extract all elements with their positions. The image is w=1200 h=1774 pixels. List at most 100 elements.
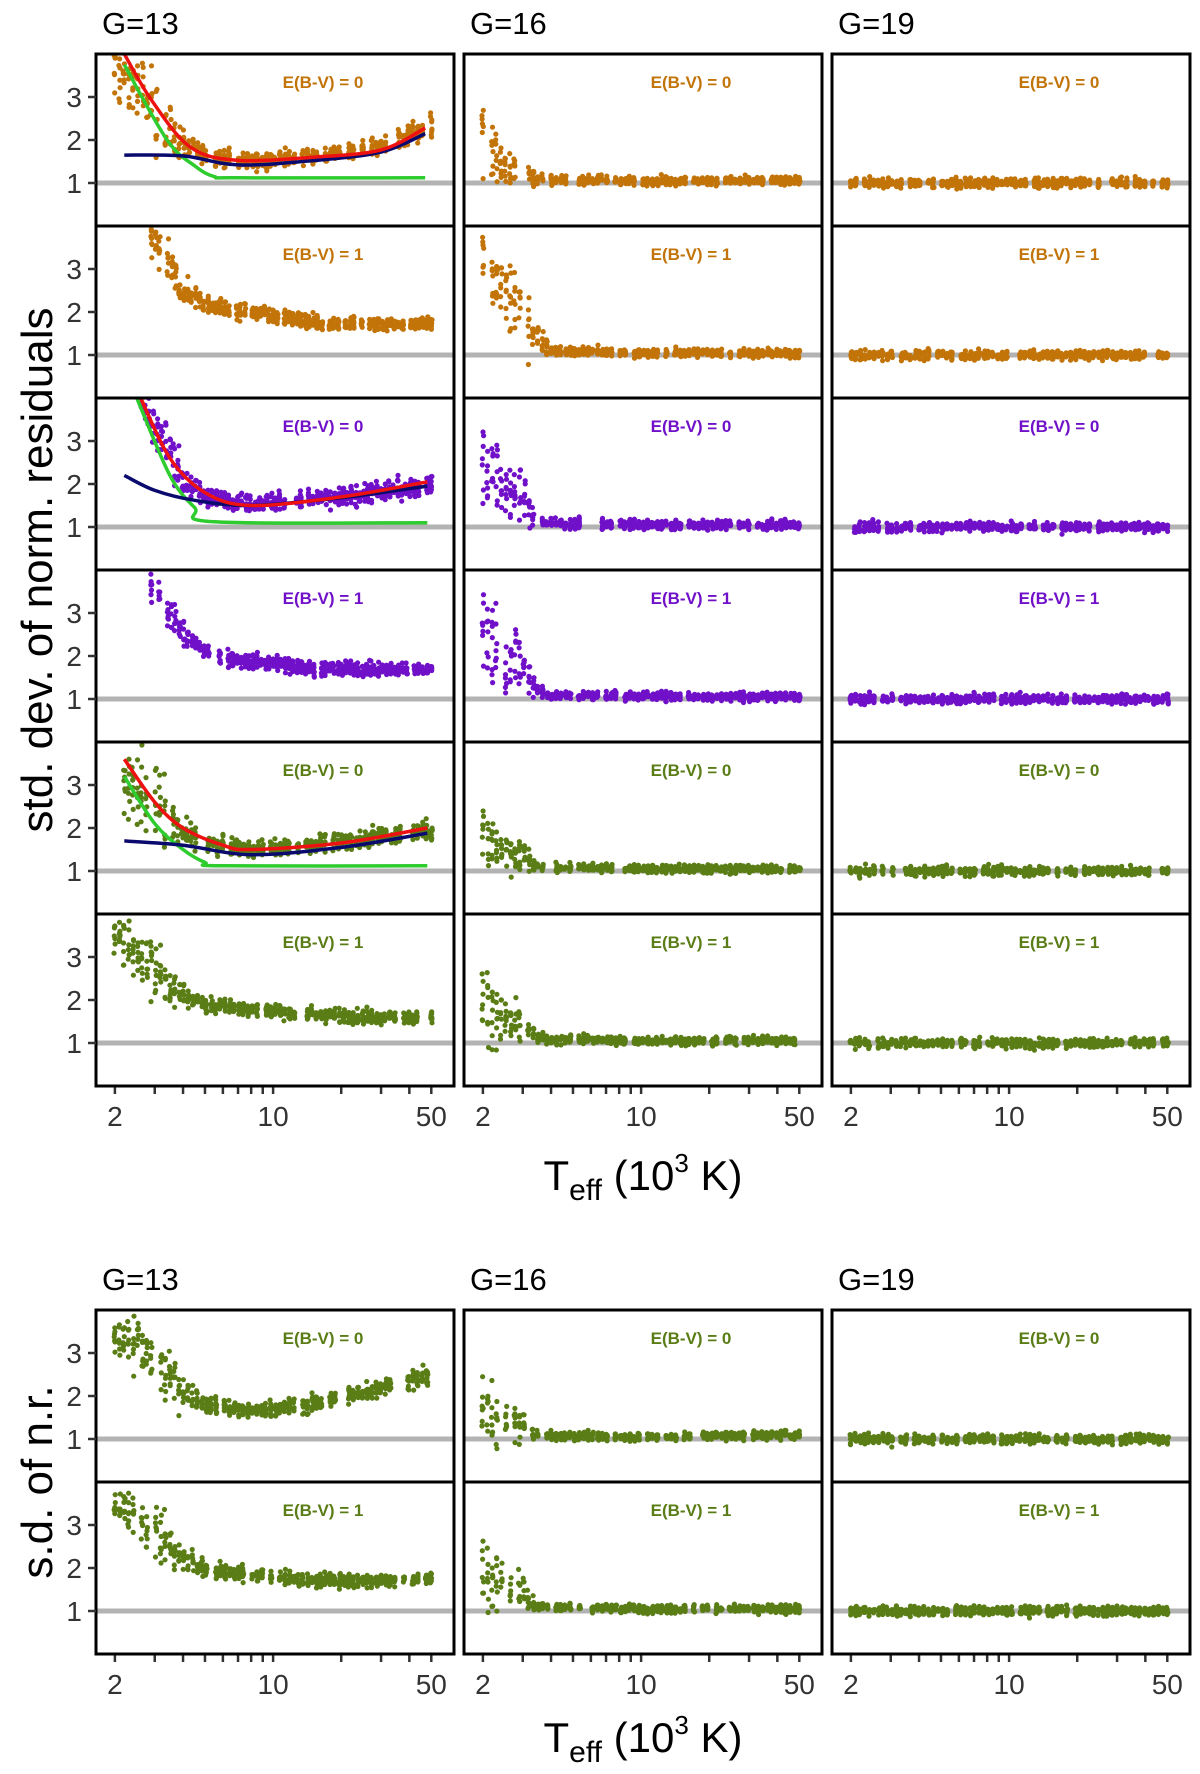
data-point bbox=[976, 346, 982, 352]
data-point bbox=[379, 320, 385, 326]
data-point bbox=[1013, 180, 1019, 187]
data-point bbox=[395, 132, 402, 138]
data-point bbox=[386, 478, 392, 484]
data-point bbox=[480, 239, 486, 245]
data-point bbox=[604, 173, 610, 179]
data-point bbox=[571, 349, 578, 355]
data-point bbox=[208, 487, 215, 493]
data-point bbox=[530, 522, 536, 528]
data-point bbox=[544, 337, 550, 343]
data-point bbox=[572, 517, 578, 523]
data-point bbox=[367, 326, 373, 332]
data-point bbox=[631, 521, 637, 528]
data-point bbox=[1067, 357, 1074, 363]
x-tick-label: 2 bbox=[843, 1669, 859, 1700]
data-point bbox=[967, 178, 973, 184]
data-point bbox=[527, 664, 533, 670]
data-point bbox=[630, 176, 636, 182]
data-point bbox=[769, 351, 775, 357]
data-point bbox=[497, 160, 503, 167]
data-point bbox=[1137, 181, 1143, 187]
data-point bbox=[585, 178, 591, 184]
data-point bbox=[529, 341, 536, 347]
data-point bbox=[300, 163, 306, 169]
data-point bbox=[525, 323, 531, 329]
data-point bbox=[270, 315, 276, 321]
data-point bbox=[480, 600, 487, 606]
data-point bbox=[925, 356, 931, 362]
data-point bbox=[772, 522, 778, 528]
data-point bbox=[723, 527, 729, 533]
data-point bbox=[502, 672, 509, 678]
data-point bbox=[173, 620, 179, 626]
data-point bbox=[787, 521, 793, 527]
data-point bbox=[507, 514, 513, 521]
data-point bbox=[516, 639, 522, 646]
data-point bbox=[599, 517, 606, 523]
data-point bbox=[549, 179, 555, 186]
y-tick-label: 1 bbox=[66, 512, 82, 543]
data-point bbox=[479, 113, 485, 119]
data-point bbox=[498, 304, 504, 310]
data-point bbox=[419, 315, 425, 321]
data-point bbox=[176, 289, 182, 295]
data-point bbox=[149, 91, 155, 97]
ebv-label: E(B-V) = 0 bbox=[1019, 73, 1100, 92]
data-point bbox=[494, 641, 500, 647]
data-point bbox=[412, 321, 418, 328]
data-point bbox=[502, 173, 508, 179]
data-point bbox=[769, 516, 775, 522]
data-point bbox=[180, 619, 187, 626]
data-point bbox=[244, 151, 251, 157]
data-point bbox=[521, 658, 527, 664]
data-point bbox=[511, 298, 517, 304]
data-point bbox=[695, 523, 701, 530]
data-point bbox=[644, 183, 650, 189]
data-point bbox=[348, 500, 354, 506]
data-point bbox=[375, 320, 382, 326]
data-point bbox=[917, 178, 923, 185]
scatter-points bbox=[148, 571, 435, 680]
data-point bbox=[156, 246, 162, 252]
data-point bbox=[563, 523, 569, 529]
data-point bbox=[368, 497, 375, 503]
data-point bbox=[1045, 355, 1051, 361]
data-point bbox=[134, 63, 141, 69]
data-point bbox=[165, 236, 172, 242]
data-point bbox=[1035, 182, 1041, 188]
data-point bbox=[255, 506, 261, 512]
data-point bbox=[603, 350, 609, 356]
data-point bbox=[507, 151, 513, 157]
data-point bbox=[367, 671, 373, 677]
data-point bbox=[359, 322, 365, 329]
data-point bbox=[395, 672, 401, 678]
data-point bbox=[226, 151, 232, 157]
data-point bbox=[493, 600, 499, 606]
data-point bbox=[245, 657, 251, 663]
data-point bbox=[557, 351, 563, 357]
data-point bbox=[535, 174, 541, 180]
data-point bbox=[548, 346, 554, 352]
y-tick-label: 1 bbox=[66, 340, 82, 371]
data-point bbox=[876, 183, 882, 189]
data-point bbox=[225, 664, 231, 671]
data-point bbox=[338, 661, 344, 668]
strip-label-g-16: G=16 bbox=[470, 6, 547, 41]
data-point bbox=[493, 621, 499, 627]
data-point bbox=[539, 336, 545, 342]
data-point bbox=[507, 467, 513, 473]
data-point bbox=[737, 179, 744, 185]
data-point bbox=[916, 348, 923, 354]
data-point bbox=[416, 492, 422, 499]
data-point bbox=[250, 663, 256, 669]
data-point bbox=[299, 318, 305, 324]
data-point bbox=[511, 472, 517, 478]
data-point bbox=[861, 179, 867, 185]
data-point bbox=[428, 110, 434, 116]
data-point bbox=[484, 650, 490, 656]
data-point bbox=[508, 647, 514, 653]
data-point bbox=[853, 180, 859, 186]
data-point bbox=[976, 180, 982, 186]
data-point bbox=[205, 648, 211, 654]
data-point bbox=[489, 139, 495, 145]
